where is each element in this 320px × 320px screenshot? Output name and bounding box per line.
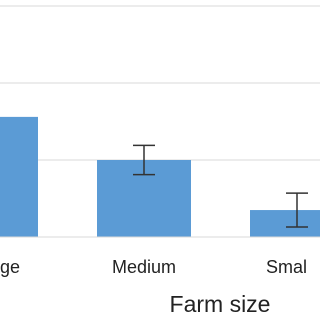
x-tick-label: Medium [112,257,176,277]
x-tick-label: ge [0,257,20,277]
x-tick-label: Smal [266,257,307,277]
bar [0,116,38,237]
bar [250,210,320,237]
x-axis-title: Farm size [170,291,271,317]
